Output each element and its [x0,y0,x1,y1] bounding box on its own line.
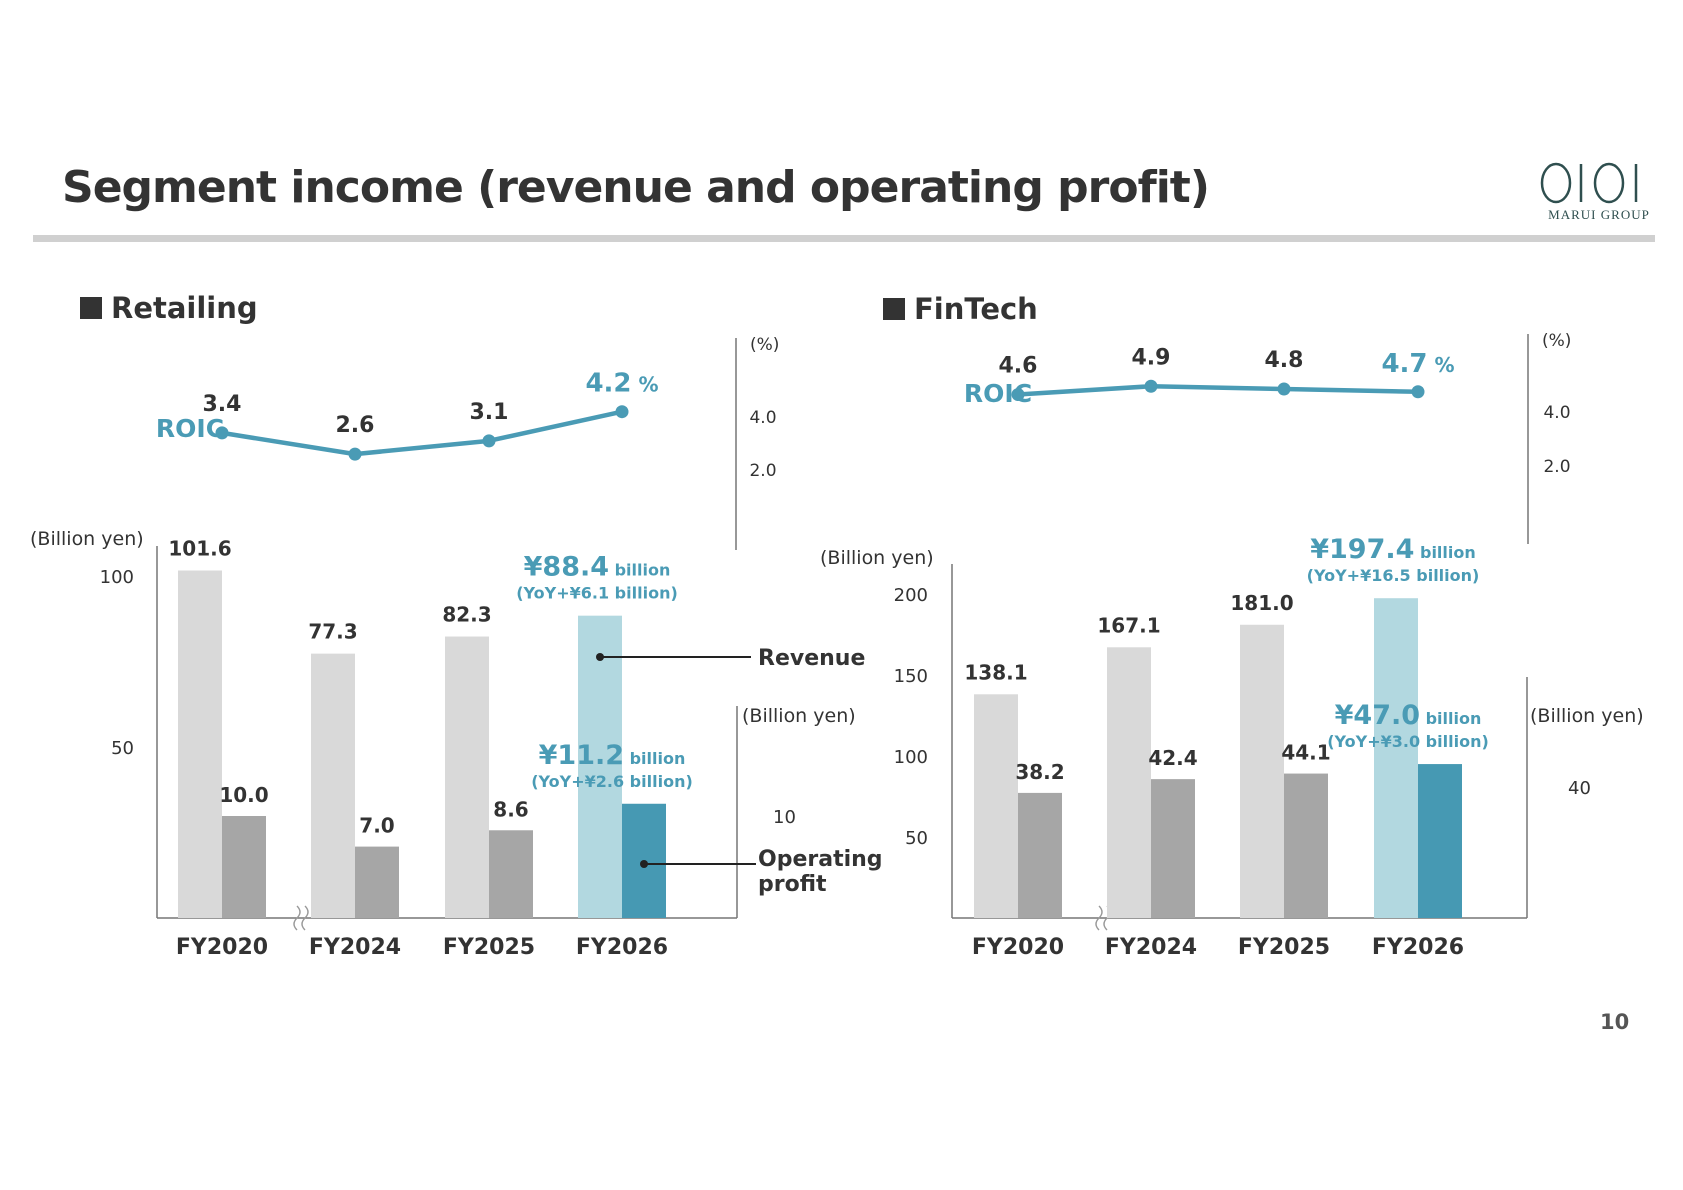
operating-profit-bar [1418,764,1462,918]
profit-value-label: 44.1 [1281,741,1330,765]
category-label: FY2025 [443,935,535,960]
category-label: FY2025 [1238,935,1330,960]
segment-title-retailing: Retailing [80,291,258,325]
title-divider [33,235,1655,242]
roic-label: ROIC [964,379,1032,408]
revenue-axis-unit: (Billion yen) [820,547,934,569]
category-label: FY2020 [176,935,268,960]
operating-profit-bar [222,816,266,918]
roic-point [1011,388,1025,401]
profit-highlight-yoy: (YoY+¥2.6 billion) [531,772,693,791]
profit-tick-label: 40 [1568,778,1591,799]
legend-revenue: Revenue [758,646,865,671]
revenue-highlight-value: ¥88.4 billion [524,552,671,583]
revenue-tick-label: 150 [894,666,928,687]
roic-value-label: 4.7 % [1381,349,1454,379]
revenue-highlight-yoy: (YoY+¥16.5 billion) [1307,566,1480,585]
operating-profit-bar [355,846,399,918]
operating-profit-bar [1018,792,1062,918]
revenue-tick-label: 50 [111,738,134,759]
revenue-bar [974,694,1018,918]
revenue-tick-label: 200 [894,585,928,606]
roic-point [482,434,496,448]
legend-operating-profit: profit [758,872,827,897]
roic-value-label: 4.2 % [585,369,658,399]
roic-axis-unit: (%) [1542,331,1571,351]
roic-point [348,447,362,461]
revenue-tick-label: 100 [100,567,134,588]
roic-tick-label: 4.0 [1543,403,1570,423]
roic-value-label: 4.8 [1265,348,1304,373]
profit-tick-label: 10 [773,807,796,828]
segment-title-fintech: FinTech [883,292,1038,326]
roic-value-label: 3.1 [470,400,509,425]
revenue-value-label: 138.1 [964,660,1027,684]
roic-point [1411,385,1425,399]
square-bullet-icon [883,298,905,320]
operating-profit-bar [1151,779,1195,918]
profit-value-label: 7.0 [359,814,394,838]
revenue-value-label: 82.3 [442,603,491,627]
profit-highlight-yoy: (YoY+¥3.0 billion) [1327,732,1489,751]
roic-value-label: 4.9 [1132,345,1171,370]
category-label: FY2026 [576,935,668,960]
roic-label: ROIC [156,414,224,443]
revenue-value-label: 101.6 [168,537,231,561]
profit-axis-unit: (Billion yen) [742,705,856,727]
axis-break-icon [1095,905,1103,931]
roic-point [1277,382,1291,396]
profit-highlight-value: ¥47.0 billion [1335,700,1482,731]
revenue-bar [1240,624,1284,918]
category-label: FY2024 [309,935,401,960]
revenue-bar [445,636,489,918]
roic-value-label: 3.4 [203,392,242,417]
revenue-axis-unit: (Billion yen) [30,528,144,550]
revenue-highlight-yoy: (YoY+¥6.1 billion) [516,584,678,603]
revenue-tick-label: 100 [894,747,928,768]
roic-tick-label: 4.0 [749,408,776,428]
operating-profit-bar [1284,773,1328,918]
operating-profit-bar [489,830,533,918]
category-label: FY2020 [972,935,1064,960]
roic-value-label: 4.6 [999,354,1038,379]
roic-point [215,426,229,440]
segment-name: FinTech [914,292,1038,326]
axis-break-icon [293,905,301,931]
segment-name: Retailing [111,291,258,325]
roic-tick-label: 2.0 [1543,457,1570,477]
revenue-bar [1374,598,1418,918]
profit-axis-unit: (Billion yen) [1530,705,1644,727]
roic-line [221,409,623,457]
page-title: Segment income (revenue and operating pr… [62,162,1210,213]
profit-value-label: 42.4 [1148,746,1197,770]
revenue-value-label: 167.1 [1097,613,1160,637]
revenue-bar [578,615,622,918]
profit-value-label: 10.0 [219,783,268,807]
logo-wordmark: MARUI GROUP [1548,207,1650,222]
roic-tick-label: 2.0 [749,461,776,481]
revenue-highlight-value: ¥197.4 billion [1310,534,1476,565]
profit-value-label: 8.6 [493,797,528,821]
revenue-bar [311,653,355,918]
roic-point [1144,379,1158,393]
marui-group-logo [1540,162,1638,204]
revenue-value-label: 77.3 [308,620,357,644]
roic-value-label: 2.6 [336,413,375,438]
revenue-value-label: 181.0 [1230,591,1293,615]
square-bullet-icon [80,297,102,319]
category-label: FY2026 [1372,935,1464,960]
axis-break-icon [301,905,309,931]
roic-line [1017,384,1419,397]
revenue-bar [178,570,222,918]
revenue-tick-label: 50 [905,828,928,849]
profit-value-label: 38.2 [1015,760,1064,784]
page-number: 10 [1600,1010,1630,1034]
legend-operating-profit: Operating [758,847,883,872]
category-label: FY2024 [1105,935,1197,960]
revenue-bar [1107,647,1151,918]
profit-highlight-value: ¥11.2 billion [539,740,686,771]
roic-axis-unit: (%) [750,335,779,355]
roic-point [615,405,629,419]
